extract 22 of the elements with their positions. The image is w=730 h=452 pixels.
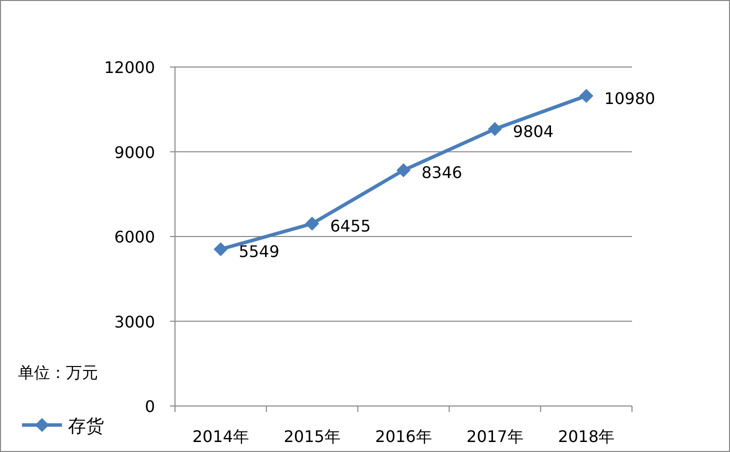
y-tick-label: 0 — [144, 397, 155, 416]
x-tick-label: 2017年 — [466, 427, 524, 446]
data-label: 10980 — [604, 88, 656, 108]
x-tick-label: 2015年 — [284, 427, 340, 446]
point — [488, 122, 502, 136]
x-tick-label: 2016年 — [375, 427, 432, 446]
point — [396, 163, 410, 178]
point — [305, 216, 320, 231]
data-label: 5549 — [238, 242, 280, 262]
data-label: 6455 — [330, 216, 371, 236]
legend-label: 存货 — [68, 416, 104, 437]
point — [214, 242, 228, 256]
point — [579, 88, 594, 103]
data-label: 8346 — [422, 163, 462, 182]
y-tick-label: 6000 — [114, 228, 155, 246]
y-tick-label: 3000 — [114, 312, 155, 332]
text: 单位：万元 — [18, 363, 98, 382]
x-tick-label: 2014年 — [192, 427, 250, 446]
y-tick-label: 12000 — [104, 58, 155, 77]
x-tick-label: 2018年 — [558, 427, 615, 446]
y-tick-label: 9000 — [114, 142, 155, 162]
data-label: 9804 — [512, 122, 554, 142]
